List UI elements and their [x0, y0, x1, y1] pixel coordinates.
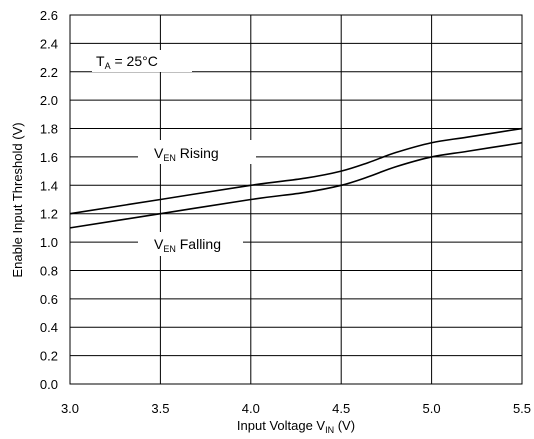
x-tick-label: 4.0 [242, 401, 260, 416]
y-tick-label: 0.2 [40, 349, 58, 364]
y-tick-label: 0.8 [40, 263, 58, 278]
y-tick-label: 2.2 [40, 65, 58, 80]
y-tick-label: 2.6 [40, 8, 58, 23]
temp-label-bg [92, 50, 192, 72]
falling-label-bg [138, 232, 243, 256]
y-tick-label: 1.0 [40, 235, 58, 250]
y-tick-label: 0.4 [40, 320, 58, 335]
y-tick-label: 2.0 [40, 93, 58, 108]
rising-label: VEN Rising [154, 145, 219, 163]
y-tick-label: 1.2 [40, 207, 58, 222]
y-tick-label: 1.6 [40, 150, 58, 165]
y-tick-label: 0.6 [40, 292, 58, 307]
y-tick-label: 2.4 [40, 36, 58, 51]
series-line-falling [69, 141, 523, 229]
y-tick-label: 1.4 [40, 178, 58, 193]
plot-area [69, 14, 523, 385]
y-tick-label: 0.0 [40, 377, 58, 392]
series-group [69, 127, 523, 229]
y-tick-label: 1.8 [40, 122, 58, 137]
x-tick-label: 3.5 [151, 401, 169, 416]
x-tick-labels: 3.0 3.5 4.0 4.5 5.0 5.5 [61, 401, 531, 416]
y-tick-labels: 0.0 0.2 0.4 0.6 0.8 1.0 1.2 1.4 1.6 1.8 2.0 2.2 2.4 2… [40, 8, 58, 392]
y-axis-title: Enable Input Threshold (V) [10, 122, 25, 277]
x-tick-label: 5.5 [513, 401, 531, 416]
falling-label: VEN Falling [154, 236, 221, 254]
series-line-rising [69, 127, 523, 215]
x-tick-label: 3.0 [61, 401, 79, 416]
x-tick-label: 4.5 [332, 401, 350, 416]
x-axis-title: Input Voltage VIN (V) [237, 418, 355, 435]
rising-label-bg [138, 140, 256, 164]
x-tick-label: 5.0 [423, 401, 441, 416]
temp-label: TA = 25°C [96, 53, 158, 71]
